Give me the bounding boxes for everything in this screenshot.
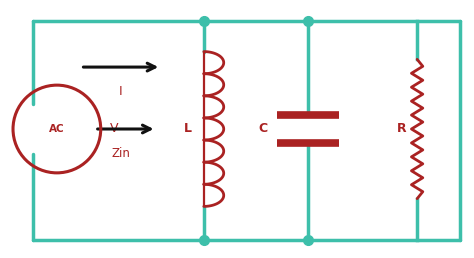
- Text: R: R: [397, 123, 407, 135]
- Text: Zin: Zin: [111, 147, 130, 160]
- Text: V: V: [110, 123, 118, 135]
- Text: L: L: [184, 123, 192, 135]
- Text: C: C: [259, 123, 268, 135]
- Text: I: I: [119, 85, 123, 98]
- Text: AC: AC: [49, 124, 64, 134]
